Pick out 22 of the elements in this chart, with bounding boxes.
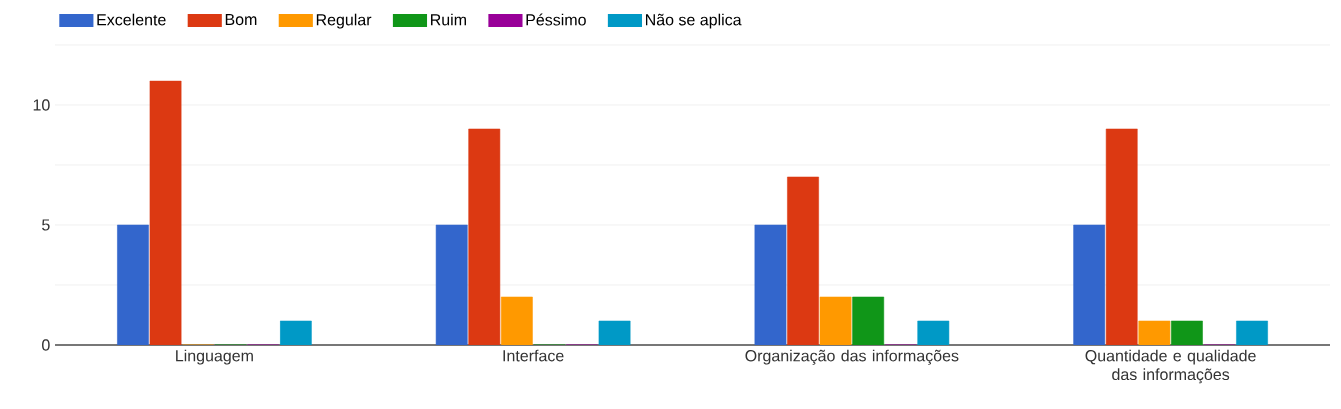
- x-tick-label: Organização das informações: [745, 349, 959, 365]
- legend-label: Bom: [225, 13, 257, 26]
- legend-label: Não se aplica: [645, 13, 742, 29]
- y-tick-label: 5: [42, 219, 50, 231]
- y-tick-label: 0: [42, 339, 50, 351]
- bar: [279, 320, 312, 345]
- bar: [917, 320, 950, 345]
- legend-label: Regular: [316, 13, 372, 29]
- bar: [500, 296, 533, 345]
- bar: [1171, 320, 1203, 345]
- y-tick-label: 10: [33, 99, 50, 111]
- bar: [598, 320, 631, 345]
- legend-label: Péssimo: [526, 13, 586, 26]
- x-tick-label: Quantidade e qualidade das informações: [1085, 349, 1256, 384]
- x-tick-label: Interface: [503, 349, 564, 362]
- legend-label: Ruim: [431, 13, 466, 26]
- bar: [1236, 320, 1268, 345]
- legend-label: Excelente: [97, 13, 166, 26]
- bar: [852, 296, 885, 345]
- bar: [1138, 320, 1171, 345]
- x-tick-label: Linguagem: [176, 349, 253, 365]
- bar: [819, 296, 852, 345]
